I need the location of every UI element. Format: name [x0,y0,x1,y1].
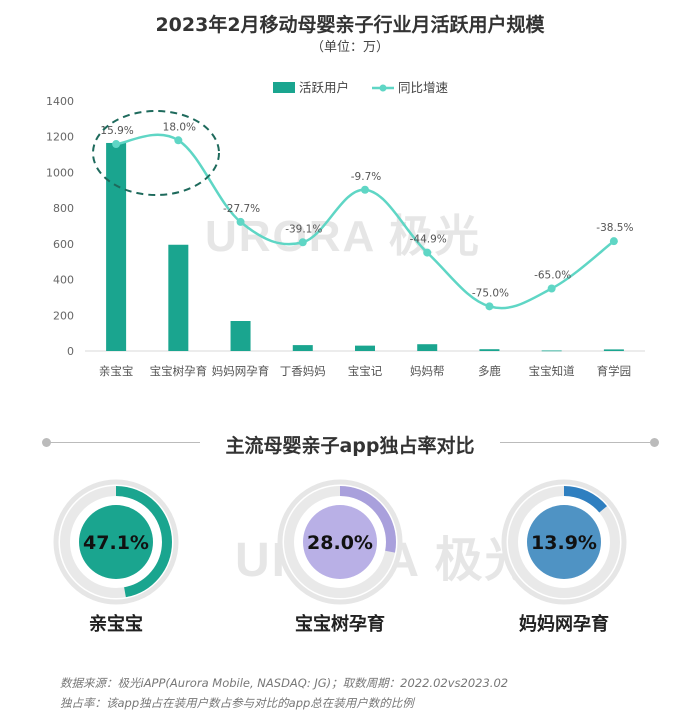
legend-label-bar: 活跃用户 [299,80,349,95]
x-tick-label-1: 宝宝树孕育 [150,364,208,378]
donut-value-1: 28.0% [307,532,373,554]
bar-6 [479,349,500,351]
y-tick-label-5: 1000 [46,166,74,179]
source-note: 数据来源：极光iAPP(Aurora Mobile, NASDAQ: JG)；取… [60,676,509,690]
chart-subtitle: （单位：万） [310,40,389,55]
growth-point-2 [236,217,245,226]
y-tick-label-6: 1200 [46,131,74,144]
x-tick-label-6: 多鹿 [478,364,501,378]
bar-4 [355,345,375,351]
growth-point-4 [361,185,369,194]
mau-chart: 0 200 400 600 800 1000 1200 1400 亲宝宝 宝宝树孕育 妈妈网孕育 丁香… [46,80,645,378]
growth-label-3: -39.1% [285,223,322,235]
legend-swatch-bar [273,82,295,93]
donut-value-0: 47.1% [83,532,149,554]
growth-point-5 [423,248,432,257]
bar-8 [603,349,624,351]
growth-label-4: -9.7% [351,171,381,183]
growth-point-7 [547,284,556,293]
donut-arc-2 [508,486,620,598]
growth-point-1 [174,136,183,145]
growth-label-0: 15.9% [100,125,133,137]
x-tick-label-8: 育学园 [597,364,632,378]
highlight-ellipse [92,110,220,196]
growth-line [115,133,615,310]
x-tick-label-7: 宝宝知道 [529,364,575,378]
y-tick-label-2: 400 [53,274,74,287]
y-tick-label-0: 0 [67,345,74,358]
x-tick-label-2: 妈妈网孕育 [212,364,270,378]
divider-dot-right [650,438,659,447]
growth-point-3 [298,238,307,247]
definition-note: 独占率：该app独占在装用户数占参与对比的app总在装用户数的比例 [60,696,414,710]
bar-3 [292,345,313,351]
bar-2 [230,321,251,351]
growth-label-2: -27.7% [223,203,260,215]
share-donuts: 47.1% 28.0% 13.9% [53,479,627,605]
x-tick-label-3: 丁香妈妈 [280,364,326,378]
divider-dot-left [42,438,51,447]
divider-line-right [500,442,650,443]
growth-label-7: -65.0% [534,270,571,282]
legend-label-line: 同比增速 [398,80,449,95]
legend-swatch-dot [379,84,387,92]
bar-7 [541,350,562,352]
chart-title: 2023年2月移动母婴亲子行业月活跃用户规模 [155,14,545,36]
donut-inner-0 [79,505,153,579]
donut-inner-1 [303,505,377,579]
donut-arc-0 [60,486,172,598]
section-title: 主流母婴亲子app独占率对比 [225,435,475,457]
growth-label-6: -75.0% [472,287,509,299]
y-tick-label-1: 200 [53,309,74,322]
bar-1 [168,244,189,351]
x-tick-label-4: 宝宝记 [348,364,383,378]
x-tick-label-5: 妈妈帮 [410,364,445,378]
donut-value-2: 13.9% [531,532,597,554]
growth-label-8: -38.5% [596,222,633,234]
share-label-1: 宝宝树孕育 [295,614,385,635]
bar-5 [417,344,438,351]
growth-point-8 [609,237,618,246]
x-tick-label-0: 亲宝宝 [99,364,134,378]
y-tick-label-7: 1400 [46,95,74,108]
donut-arc-1 [284,486,396,598]
donut-inner-2 [527,505,601,579]
growth-point-0 [112,140,121,149]
y-tick-label-4: 800 [53,202,74,215]
share-label-0: 亲宝宝 [89,614,143,635]
growth-point-6 [485,302,494,311]
divider-line-left [50,442,200,443]
share-label-2: 妈妈网孕育 [519,614,609,635]
y-tick-label-3: 600 [53,238,74,251]
growth-label-1: 18.0% [163,121,196,133]
bar-0 [106,142,127,351]
growth-label-5: -44.9% [410,234,447,246]
section-divider [0,428,700,458]
